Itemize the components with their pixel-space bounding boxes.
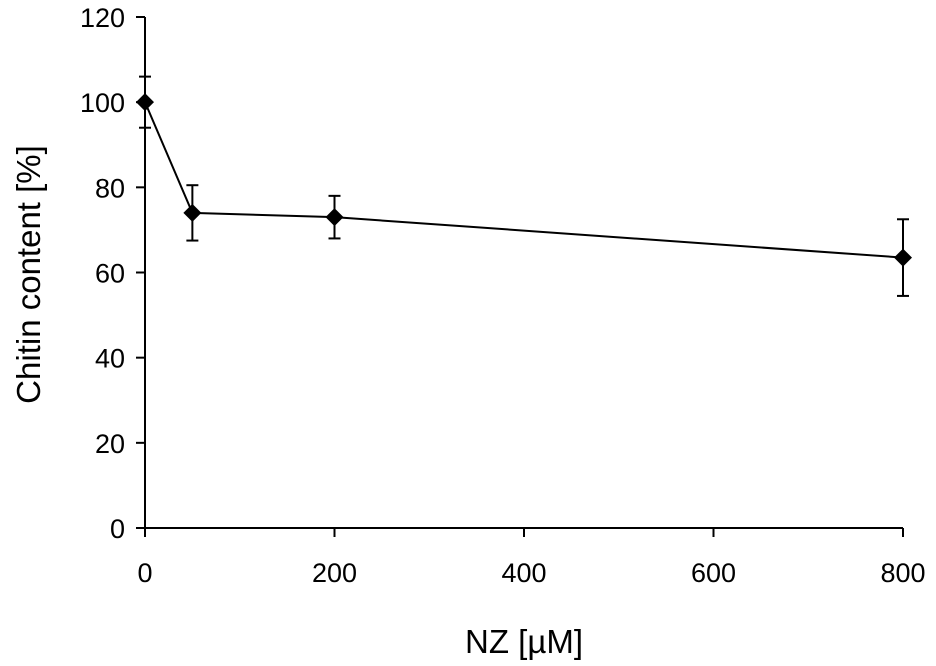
y-tick-label: 40	[95, 344, 125, 374]
y-tick-label: 60	[95, 259, 125, 289]
error-bars	[139, 75, 909, 297]
x-tick-label: 400	[501, 558, 546, 588]
x-tick-label: 0	[137, 558, 152, 588]
data-point	[325, 208, 344, 227]
x-tick-label: 600	[691, 558, 736, 588]
y-tick-label: 100	[80, 88, 125, 118]
data-point	[894, 248, 912, 267]
x-tick-label: 200	[312, 558, 357, 588]
y-tick-label: 0	[110, 514, 125, 544]
data-point	[136, 93, 154, 112]
series-line	[144, 101, 904, 259]
x-axis-title: NZ [µM]	[465, 623, 583, 660]
y-tick-label: 20	[95, 429, 125, 459]
x-ticks: 0 200 400 600 800	[137, 528, 926, 588]
y-tick-label: 120	[80, 3, 125, 33]
axes	[144, 17, 903, 529]
y-tick-label: 80	[95, 173, 125, 203]
x-tick-label: 800	[880, 558, 925, 588]
y-ticks: 0 20 40 60 80 100 120	[80, 3, 145, 544]
y-axis-title: Chitin content [%]	[10, 145, 47, 404]
data-markers	[136, 93, 912, 267]
data-point	[183, 203, 202, 222]
